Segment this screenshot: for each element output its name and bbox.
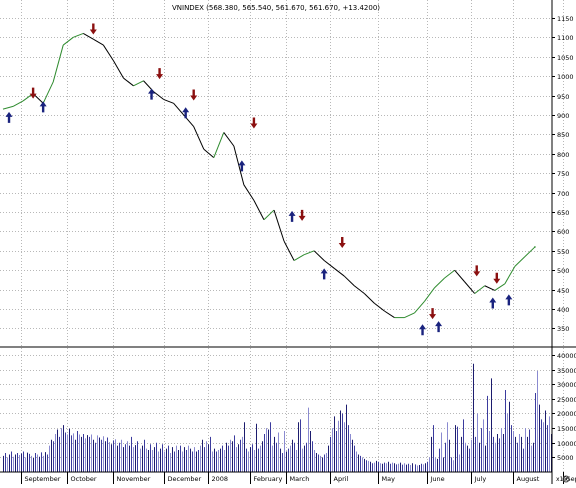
- month-label: March: [290, 475, 310, 483]
- price-tick-label: 1100: [557, 34, 574, 42]
- month-label: July: [474, 475, 487, 483]
- chart-title: VNINDEX (568.380, 565.540, 561.670, 561.…: [172, 4, 380, 12]
- month-label: November: [117, 475, 151, 483]
- price-tick-label: 600: [557, 228, 569, 236]
- volume-tick-label: 10000: [557, 440, 576, 448]
- month-label: June: [430, 475, 445, 483]
- price-tick-label: 700: [557, 190, 569, 198]
- volume-tick-label: 40000: [557, 352, 576, 360]
- price-tick-label: 950: [557, 93, 569, 101]
- price-tick-label: 500: [557, 267, 569, 275]
- price-tick-label: 750: [557, 170, 569, 178]
- month-label: September: [25, 475, 61, 483]
- volume-tick-label: 15000: [557, 425, 576, 433]
- month-label: December: [168, 475, 202, 483]
- last-price-point: [534, 246, 536, 248]
- volume-tick-label: 5000: [557, 454, 574, 462]
- price-tick-label: 350: [557, 325, 569, 333]
- volume-tick-label: 35000: [557, 367, 576, 375]
- month-label: May: [382, 475, 396, 483]
- month-label: August: [517, 475, 540, 483]
- price-tick-label: 550: [557, 248, 569, 256]
- price-tick-label: 900: [557, 112, 569, 120]
- volume-unit-label: x10: [556, 476, 567, 483]
- price-tick-label: 1000: [557, 73, 574, 81]
- price-tick-label: 850: [557, 131, 569, 139]
- month-label: 2008: [212, 475, 229, 483]
- price-tick-label: 450: [557, 287, 569, 295]
- volume-tick-label: 30000: [557, 381, 576, 389]
- volume-tick-label: 25000: [557, 396, 576, 404]
- price-tick-label: 1150: [557, 15, 574, 23]
- month-label: February: [254, 475, 283, 483]
- month-label: October: [71, 475, 97, 483]
- price-tick-label: 800: [557, 151, 569, 159]
- volume-tick-label: 20000: [557, 410, 576, 418]
- price-tick-label: 650: [557, 209, 569, 217]
- price-tick-label: 400: [557, 306, 569, 314]
- price-tick-label: 1050: [557, 54, 574, 62]
- month-label: April: [334, 475, 349, 483]
